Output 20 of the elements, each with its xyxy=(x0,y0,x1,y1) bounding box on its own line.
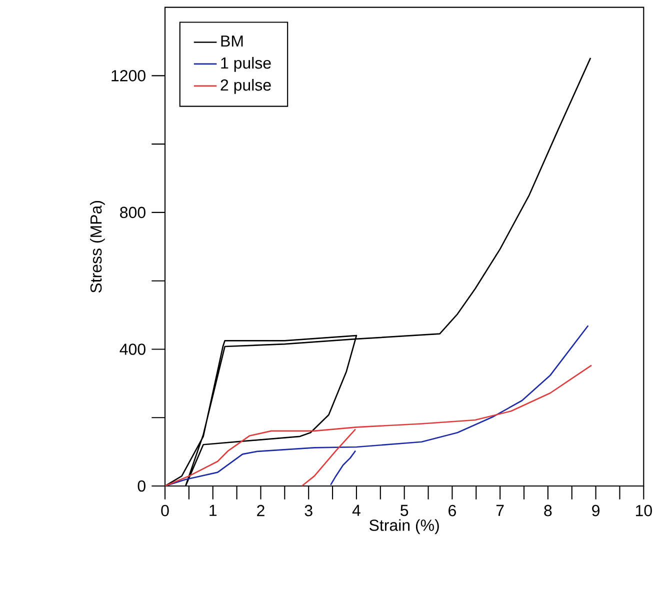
x-axis-title: Strain (%) xyxy=(370,519,439,534)
x-tick-label: 9 xyxy=(592,504,600,516)
y-tick-label: 1200 xyxy=(112,70,146,82)
legend-label: BM xyxy=(221,36,243,47)
x-tick-label: 2 xyxy=(257,504,264,516)
y-tick-label: 800 xyxy=(120,206,146,218)
legend-label: 1 pulse xyxy=(221,56,271,72)
x-tick-label: 8 xyxy=(544,504,552,516)
x-tick-label: 7 xyxy=(496,504,504,516)
y-tick-label: 400 xyxy=(120,344,146,355)
x-tick-label: 4 xyxy=(352,504,360,516)
x-tick-label: 1 xyxy=(210,504,217,516)
x-tick-label: 10 xyxy=(636,504,652,516)
y-tick-label: 0 xyxy=(138,480,146,492)
x-tick-label: 5 xyxy=(400,504,408,516)
x-tick-label: 0 xyxy=(161,504,169,516)
x-tick-label: 6 xyxy=(448,504,456,516)
x-tick-label: 3 xyxy=(304,504,312,516)
legend-label: 2 pulse xyxy=(220,78,271,94)
y-axis-title: Stress (MPa) xyxy=(90,201,105,293)
